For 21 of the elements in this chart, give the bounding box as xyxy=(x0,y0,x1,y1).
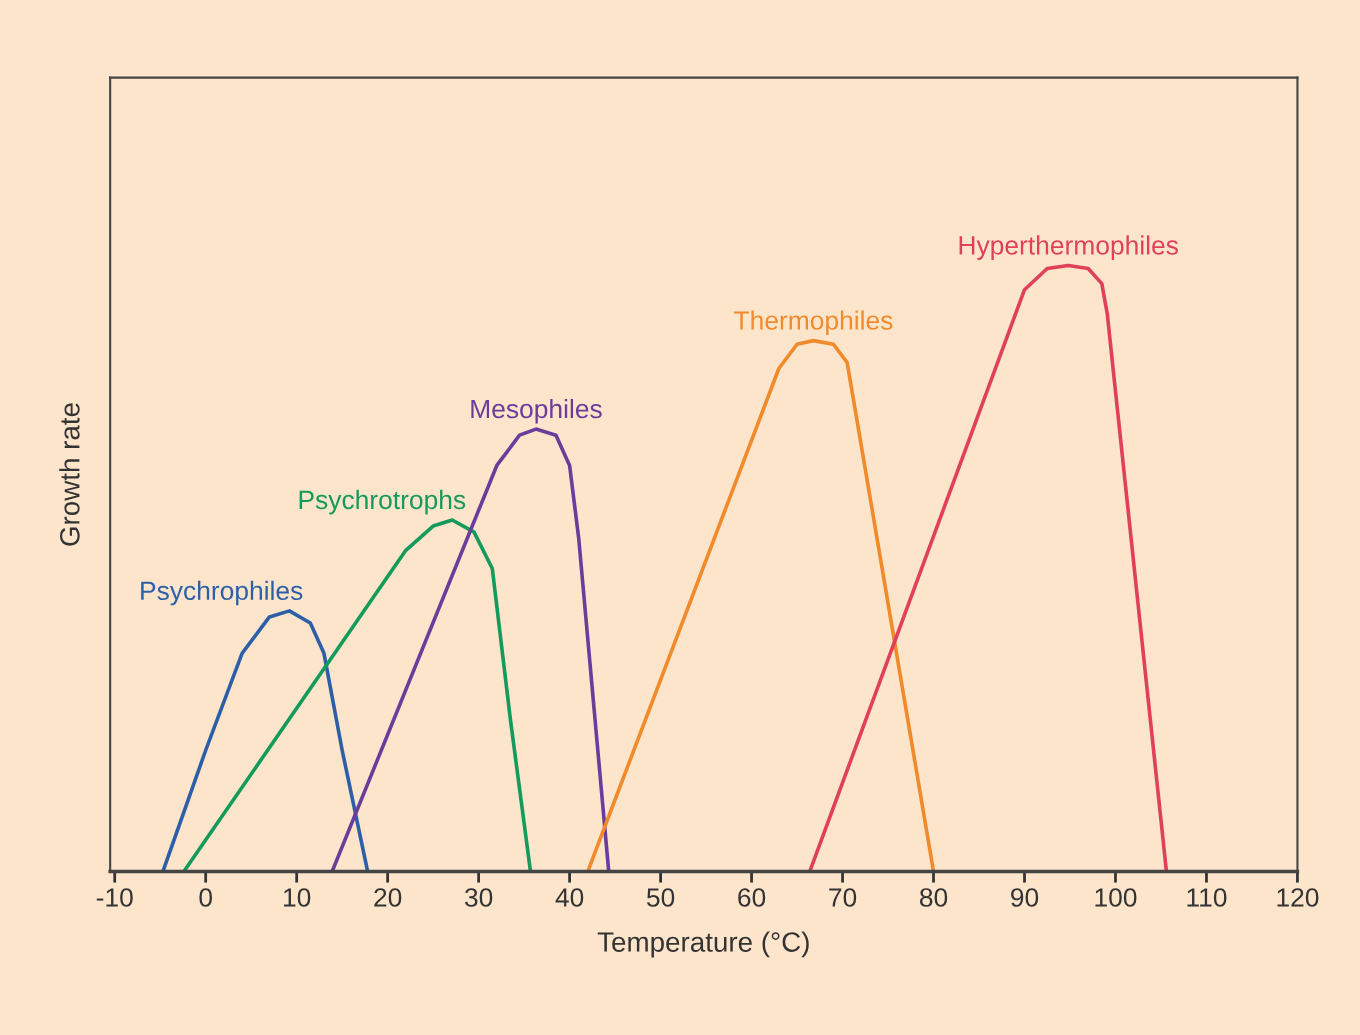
x-tick-label: 0 xyxy=(199,888,212,907)
x-tick-label: -10 xyxy=(96,888,133,907)
series-label: Psychrophiles xyxy=(141,580,303,606)
x-tick-label: 60 xyxy=(738,888,766,907)
series-label: Hyperthermophiles xyxy=(959,235,1178,260)
y-axis-title: Growth rate xyxy=(59,403,80,546)
x-tick-label: 120 xyxy=(1277,888,1319,907)
series-label: Thermophiles xyxy=(734,310,893,336)
series-label: Mesophiles xyxy=(471,398,602,424)
x-axis-title: Temperature (°C) xyxy=(597,931,809,958)
x-tick-label: 100 xyxy=(1095,888,1137,907)
series-label: Psychrotrophs xyxy=(299,489,466,515)
x-tick-label: 110 xyxy=(1187,888,1227,907)
x-tick-label: 10 xyxy=(284,888,311,907)
x-tick-label: 50 xyxy=(646,888,675,907)
x-tick-label: 30 xyxy=(464,888,493,907)
x-tick-label: 70 xyxy=(829,888,857,907)
x-tick-label: 20 xyxy=(374,888,402,907)
x-tick-label: 80 xyxy=(919,888,948,907)
x-tick-label: 90 xyxy=(1011,888,1039,907)
x-tick-label: 40 xyxy=(555,888,584,907)
